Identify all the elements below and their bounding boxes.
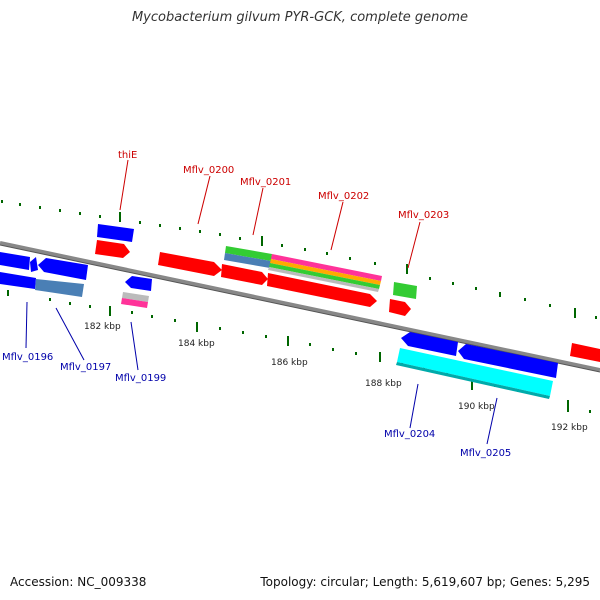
gene-Mflv_0205-blue[interactable] xyxy=(458,344,558,378)
gene-Mflv_0205-cyan-edge xyxy=(396,362,550,399)
gene-label-Mflv_0200: Mflv_0200 xyxy=(183,165,234,176)
gene-Mflv_0197-steel[interactable] xyxy=(35,279,84,297)
gene-label-Mflv_0196: Mflv_0196 xyxy=(2,352,53,363)
genome-backbone xyxy=(0,241,600,372)
bottom-label-leaders xyxy=(25,301,498,445)
gene-label-Mflv_0204: Mflv_0204 xyxy=(384,429,435,440)
gene-Mflv_0203-green[interactable] xyxy=(393,282,417,299)
gene-label-Mflv_0202: Mflv_0202 xyxy=(318,191,369,202)
gene-Mflv_0196[interactable] xyxy=(0,252,30,270)
forward-features xyxy=(95,224,600,362)
gene-thiE-arrow[interactable] xyxy=(95,240,130,258)
kbp-label-192: 192 kbp xyxy=(551,423,588,433)
gene-Mflv_0204-blue[interactable] xyxy=(401,332,458,356)
kbp-label-190: 190 kbp xyxy=(458,402,495,412)
outer-tick-track xyxy=(1,200,597,319)
gene-Mflv_0202-magenta[interactable] xyxy=(271,254,382,281)
gene-label-Mflv_0205: Mflv_0205 xyxy=(460,448,511,459)
gene-right-edge-red[interactable] xyxy=(570,343,600,362)
gene-Mflv_0204-cyan[interactable] xyxy=(397,348,553,396)
map-title: Mycobacterium gilvum PYR-GCK, complete g… xyxy=(131,10,469,25)
genome-backbone-shadow xyxy=(0,244,600,373)
gene-Mflv_0197-blue[interactable] xyxy=(0,272,36,289)
kbp-label-188: 188 kbp xyxy=(365,379,402,389)
gene-label-Mflv_0199: Mflv_0199 xyxy=(115,373,166,384)
gene-Mflv_0201-red[interactable] xyxy=(221,264,268,285)
top-label-leaders xyxy=(119,159,421,269)
gene-label-Mflv_0197: Mflv_0197 xyxy=(60,362,111,373)
reverse-features xyxy=(0,252,558,399)
gene-Mflv_0197-bar[interactable] xyxy=(38,258,88,280)
kbp-label-182: 182 kbp xyxy=(84,322,121,332)
gene-Mflv_0202-orange[interactable] xyxy=(270,259,381,285)
kbp-label-186: 186 kbp xyxy=(271,358,308,368)
kbp-label-184: 184 kbp xyxy=(178,339,215,349)
gene-Mflv_0203-red[interactable] xyxy=(389,299,411,316)
gene-label-thiE: thiE xyxy=(118,150,137,161)
gene-Mflv_0202-red[interactable] xyxy=(267,273,377,307)
gene-Mflv_0202-green[interactable] xyxy=(269,263,380,289)
gene-thiE-bar[interactable] xyxy=(97,224,134,242)
gene-Mflv_0199-silver[interactable] xyxy=(122,292,149,302)
gene-Mflv_0199-blue[interactable] xyxy=(125,276,152,291)
genome-summary-text: Topology: circular; Length: 5,619,607 bp… xyxy=(260,575,590,589)
gene-Mflv_0201-green[interactable] xyxy=(225,246,272,261)
gene-Mflv_0199-magenta[interactable] xyxy=(121,298,148,308)
accession-text: Accession: NC_009338 xyxy=(10,575,147,589)
gene-label-Mflv_0201: Mflv_0201 xyxy=(240,177,291,188)
gene-Mflv_0200[interactable] xyxy=(158,252,222,276)
gene-Mflv_0201-steel[interactable] xyxy=(224,253,271,268)
gene-Mflv_0196-small[interactable] xyxy=(30,257,38,272)
gene-Mflv_0202-silver[interactable] xyxy=(268,267,379,292)
gene-label-Mflv_0203: Mflv_0203 xyxy=(398,210,449,221)
